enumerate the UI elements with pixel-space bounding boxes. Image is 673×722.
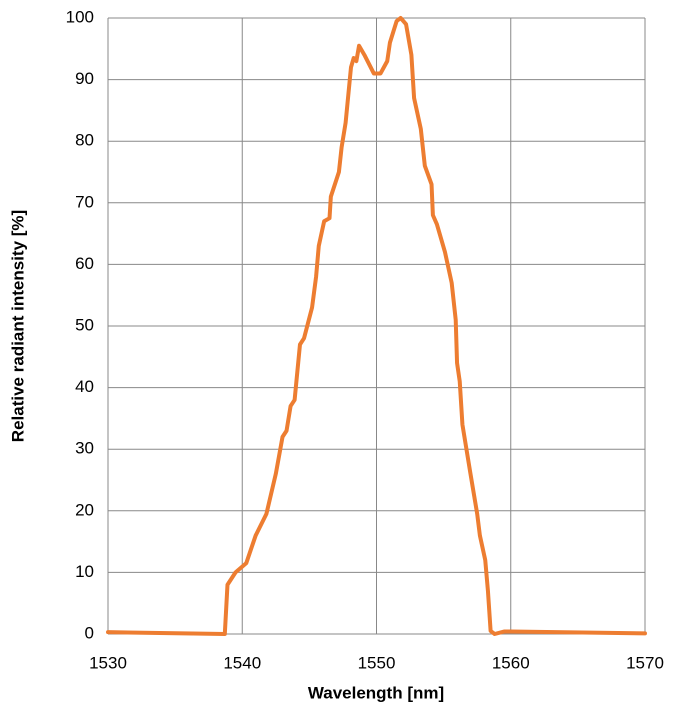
y-tick-label: 70 [75,192,94,211]
y-tick-label: 50 [75,315,94,334]
y-tick-label: 20 [75,500,94,519]
x-tick-label: 1530 [89,653,127,672]
x-tick-label: 1570 [626,653,664,672]
x-tick-label: 1540 [223,653,261,672]
y-tick-label: 10 [75,562,94,581]
y-tick-label: 30 [75,439,94,458]
x-axis-label: Wavelength [nm] [308,683,444,702]
y-axis-label: Relative radiant intensity [%] [8,210,27,442]
y-tick-label: 100 [66,7,94,26]
x-tick-label: 1560 [492,653,530,672]
y-tick-label: 80 [75,131,94,150]
y-tick-label: 0 [85,623,94,642]
y-tick-label: 40 [75,377,94,396]
x-tick-label: 1550 [358,653,396,672]
y-tick-label: 60 [75,254,94,273]
data-line [106,16,647,636]
y-tick-label: 90 [75,69,94,88]
